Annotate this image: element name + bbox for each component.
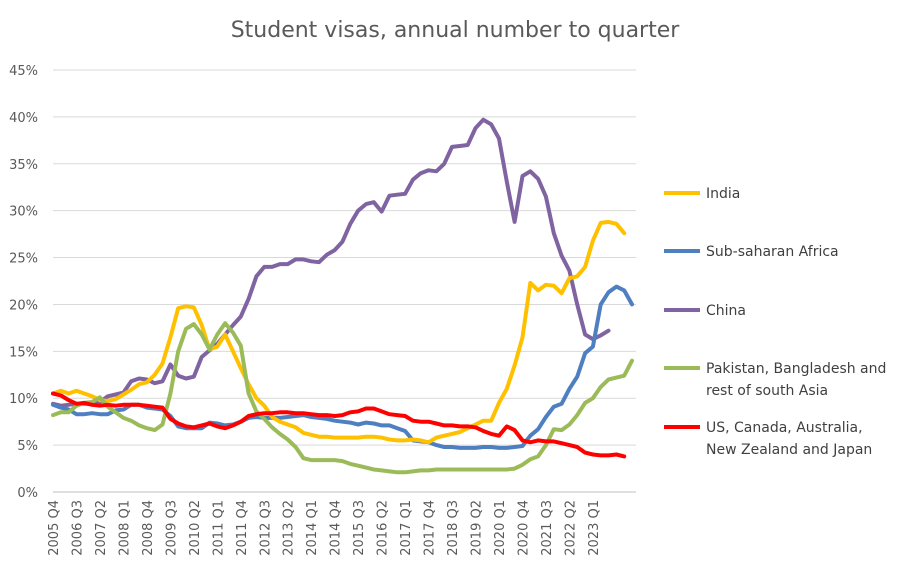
y-tick-label: 5% [17,439,38,454]
series-line-us-canada-australia-new-zealand-and-japan [51,391,627,459]
legend: India Sub-saharan Africa China Pakistan, Ba… [664,186,886,458]
x-tick-label: 2012 Q3 [258,500,273,556]
x-tick-label: 2005 Q4 [47,500,62,556]
y-tick-label: 35% [9,158,38,173]
x-tick-label: 2015 Q3 [352,500,367,556]
x-tick-label: 2018 Q3 [446,500,461,556]
y-axis-tick-labels: 0% 5% 10% 15% 20% 25% 30% 35% 40% 45% [9,64,38,501]
y-tick-label: 40% [9,111,38,126]
series-lines [51,117,634,475]
x-tick-label: 2007 Q2 [94,500,109,556]
y-tick-label: 45% [9,64,38,79]
x-tick-label: 2011 Q1 [211,500,226,556]
x-tick-label: 2008 Q4 [141,500,156,556]
legend-label: India [706,186,740,202]
x-tick-label: 2022 Q2 [563,500,578,556]
y-tick-label: 20% [9,298,38,313]
legend-item: India [664,186,740,202]
series-line-china [51,117,611,408]
x-tick-label: 2011 Q4 [235,500,250,556]
legend-item: US, Canada, Australia, New Zealand and Ja… [664,420,872,458]
x-tick-label: 2006 Q3 [70,500,85,556]
y-tick-label: 25% [9,252,38,267]
x-tick-label: 2016 Q2 [376,500,391,556]
x-tick-label: 2014 Q1 [305,500,320,556]
x-tick-label: 2019 Q2 [470,500,485,556]
y-tick-label: 15% [9,345,38,360]
chart-title: Student visas, annual number to quarter [231,18,681,43]
x-tick-label: 2010 Q2 [188,500,203,556]
x-tick-label: 2020 Q1 [493,500,508,556]
series-line-india [51,219,627,445]
y-tick-label: 0% [17,486,38,501]
x-tick-label: 2021 Q3 [540,500,555,556]
x-tick-label: 2020 Q4 [516,500,531,556]
x-tick-label: 2014 Q4 [329,500,344,556]
legend-label: Pakistan, Bangladesh and rest of south As… [706,361,886,399]
x-axis-tick-labels: 2005 Q4 2006 Q3 2007 Q2 2008 Q1 2008 Q4 2009 … [47,500,602,556]
y-tick-label: 30% [9,205,38,220]
x-tick-label: 2017 Q1 [399,500,414,556]
x-tick-label: 2017 Q4 [423,500,438,556]
x-tick-label: 2009 Q3 [164,500,179,556]
legend-item: Sub-saharan Africa [664,244,839,260]
legend-label: China [706,303,746,319]
legend-item: China [664,303,746,319]
series-line-pakistan-bangladesh-and-rest-of-south-asia [51,321,634,475]
x-tick-label: 2023 Q1 [587,500,602,556]
x-tick-label: 2013 Q2 [282,500,297,556]
legend-label: US, Canada, Australia, New Zealand and Ja… [706,420,872,458]
x-tick-label: 2008 Q1 [117,500,132,556]
gridlines [53,69,636,446]
legend-item: Pakistan, Bangladesh and rest of south As… [664,361,886,399]
legend-label: Sub-saharan Africa [706,244,839,260]
y-tick-label: 10% [9,392,38,407]
